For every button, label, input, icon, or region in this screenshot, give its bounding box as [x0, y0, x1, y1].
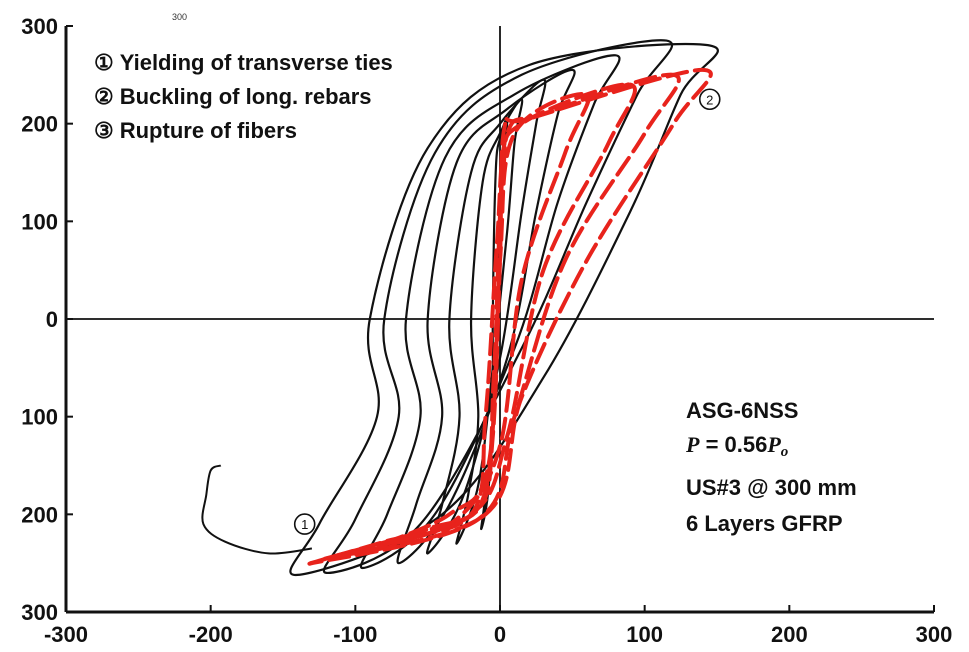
- marker-circle: [293, 513, 316, 535]
- load-sub: o: [781, 444, 789, 460]
- y-tick-label: 100: [21, 405, 58, 430]
- marker-circle: [698, 88, 721, 111]
- legend-label: Yielding of transverse ties: [120, 50, 393, 75]
- specimen-info: ASG-6NSS P = 0.56Po US#3 @ 300 mm 6 Laye…: [685, 398, 857, 536]
- legend-symbol: ①: [94, 50, 114, 75]
- legend-symbol: ③: [94, 118, 114, 143]
- y-tick-label: 0: [46, 307, 58, 332]
- load-middle: = 0.56: [699, 432, 767, 457]
- y-tick-label: 300: [21, 600, 58, 625]
- specimen-ties: US#3 @ 300 mm: [686, 475, 857, 500]
- load-suffix: P: [766, 432, 781, 457]
- marks-layer: 12: [293, 88, 721, 535]
- x-tick-label: 100: [626, 622, 663, 647]
- curves-layer: [201, 39, 719, 577]
- y-tick-label: 300: [21, 14, 58, 39]
- legend-label: Rupture of fibers: [120, 118, 297, 143]
- marker-2: 2: [698, 88, 721, 111]
- legend-symbol: ②: [94, 84, 114, 109]
- experimental-loop-7: [289, 42, 719, 577]
- analytical-loop-3: [353, 82, 637, 556]
- legend-item-2: ② Buckling of long. rebars: [94, 84, 372, 109]
- specimen-layers: 6 Layers GFRP: [686, 511, 843, 536]
- x-tick-label: 0: [494, 622, 506, 647]
- marker-label: 1: [301, 517, 308, 532]
- y-tick-label: 200: [21, 502, 58, 527]
- experimental-loop-5: [359, 54, 621, 570]
- legend-label: Buckling of long. rebars: [120, 84, 372, 109]
- load-prefix: P: [685, 432, 700, 457]
- x-tick-label: -200: [189, 622, 233, 647]
- x-tick-label: -100: [333, 622, 377, 647]
- top-note: 300: [172, 12, 187, 22]
- y-tick-label: 100: [21, 209, 58, 234]
- experimental-loop-4: [396, 68, 576, 565]
- x-tick-label: 300: [916, 622, 953, 647]
- y-tick-label: 200: [21, 112, 58, 137]
- analytical-loop-4: [382, 91, 591, 546]
- marker-1: 1: [293, 513, 316, 535]
- specimen-load: P = 0.56Po: [685, 432, 788, 460]
- legend-item-3: ③ Rupture of fibers: [94, 118, 297, 143]
- x-tick-label: -300: [44, 622, 88, 647]
- experimental-tail: [201, 464, 313, 555]
- experimental-loop-6: [323, 39, 674, 575]
- legend-item-1: ① Yielding of transverse ties: [94, 50, 393, 75]
- marker-label: 2: [706, 92, 713, 107]
- x-tick-label: 200: [771, 622, 808, 647]
- specimen-name: ASG-6NSS: [686, 398, 798, 423]
- analytical-loop-2: [307, 72, 681, 566]
